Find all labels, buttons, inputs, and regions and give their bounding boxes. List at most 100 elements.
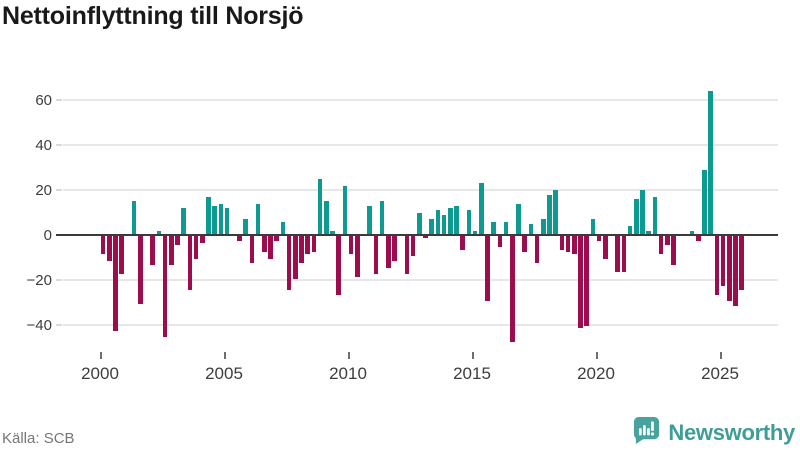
quarter-bar: [528, 223, 534, 235]
quarter-bar: [367, 205, 372, 235]
quarter-bar: [138, 236, 143, 304]
y-axis-label: −40: [26, 316, 52, 334]
quarter-bar: [423, 236, 428, 239]
quarter-bar: [386, 236, 391, 268]
quarter-bar: [534, 236, 540, 263]
quarter-bar: [596, 236, 602, 241]
quarter-bar: [627, 226, 633, 235]
quarter-bar: [479, 183, 484, 235]
x-tick-mark: [596, 352, 598, 359]
quarter-bar: [634, 199, 639, 235]
y-tick-mark: [56, 144, 62, 146]
newsworthy-wordmark: Newsworthy: [668, 420, 795, 445]
quarter-bar: [218, 203, 224, 235]
quarter-bar: [553, 190, 558, 235]
quarter-bar: [348, 236, 354, 254]
quarter-bar: [317, 178, 323, 235]
quarter-bar: [262, 236, 267, 252]
quarter-bar: [237, 236, 242, 241]
y-tick-mark: [56, 279, 62, 281]
gridline: [63, 144, 778, 146]
quarter-bar: [590, 219, 596, 235]
quarter-bar: [404, 236, 410, 275]
quarter-bar: [224, 208, 230, 235]
quarter-bar: [708, 91, 713, 235]
quarter-bar: [466, 210, 472, 235]
quarter-bar: [311, 236, 317, 252]
quarter-bar: [714, 236, 720, 295]
quarter-bar: [441, 214, 447, 235]
quarter-bar: [448, 208, 453, 235]
quarter-bar: [150, 236, 155, 266]
quarter-bar: [113, 236, 118, 331]
x-tick-mark: [348, 352, 350, 359]
quarter-bar: [379, 201, 385, 235]
quarter-bar: [268, 236, 273, 259]
quarter-bar: [392, 236, 397, 261]
quarter-bar: [696, 236, 701, 241]
quarter-bar: [658, 236, 664, 254]
quarter-bar: [100, 236, 106, 254]
quarter-bar: [615, 236, 620, 272]
quarter-bar: [255, 203, 261, 235]
y-axis-label: 20: [35, 181, 52, 199]
chart-title: Nettoinflyttning till Norsjö: [2, 2, 304, 30]
quarter-bar: [497, 236, 503, 248]
quarter-bar: [286, 236, 292, 290]
quarter-bar: [485, 236, 490, 302]
quarter-bar: [175, 236, 180, 245]
quarter-bar: [454, 205, 459, 235]
quarter-bar: [169, 236, 174, 266]
quarter-bar: [324, 201, 329, 235]
gridline: [63, 189, 778, 191]
quarter-bar: [460, 236, 465, 250]
x-axis-label: 2020: [577, 364, 615, 383]
quarter-bar: [516, 203, 521, 235]
y-axis-label: −20: [26, 271, 52, 289]
x-axis-label: 2000: [81, 364, 119, 383]
newsworthy-logo: Newsworthy: [632, 415, 795, 450]
quarter-bar: [355, 236, 360, 277]
y-tick-mark: [56, 99, 62, 101]
x-axis-label: 2010: [329, 364, 367, 383]
quarter-bar: [193, 236, 199, 259]
quarter-bar: [206, 196, 211, 235]
quarter-bar: [727, 236, 732, 302]
quarter-bar: [200, 236, 205, 243]
gridline: [63, 279, 778, 281]
quarter-bar: [119, 236, 124, 275]
quarter-bar: [646, 230, 651, 235]
quarter-bar: [547, 194, 552, 235]
quarter-bar: [572, 236, 577, 254]
quarter-bar: [429, 219, 434, 235]
quarter-bar: [187, 236, 193, 290]
quarter-bar: [274, 236, 279, 241]
quarter-bar: [541, 219, 546, 235]
quarter-bar: [336, 236, 341, 295]
quarter-bar: [503, 221, 509, 235]
quarter-bar: [621, 236, 627, 272]
quarter-bar: [640, 190, 645, 235]
quarter-bar: [739, 236, 744, 290]
x-tick-mark: [224, 352, 226, 359]
gridline: [63, 324, 778, 326]
quarter-bar: [510, 236, 515, 342]
quarter-bar: [733, 236, 738, 306]
quarter-bar: [578, 236, 583, 329]
gridline: [63, 99, 778, 101]
quarter-bar: [652, 196, 658, 235]
newsworthy-badge-icon: [632, 415, 661, 450]
quarter-bar: [410, 236, 416, 257]
x-tick-mark: [720, 352, 722, 359]
quarter-bar: [417, 212, 422, 235]
quarter-bar: [584, 236, 589, 326]
zero-axis-line: [56, 234, 778, 236]
quarter-bar: [491, 221, 496, 235]
quarter-bar: [330, 230, 335, 235]
y-tick-mark: [56, 324, 62, 326]
y-axis-label: 40: [35, 136, 52, 154]
x-axis-label: 2005: [205, 364, 243, 383]
quarter-bar: [280, 221, 286, 235]
quarter-bar: [299, 236, 304, 263]
quarter-bar: [522, 236, 527, 252]
